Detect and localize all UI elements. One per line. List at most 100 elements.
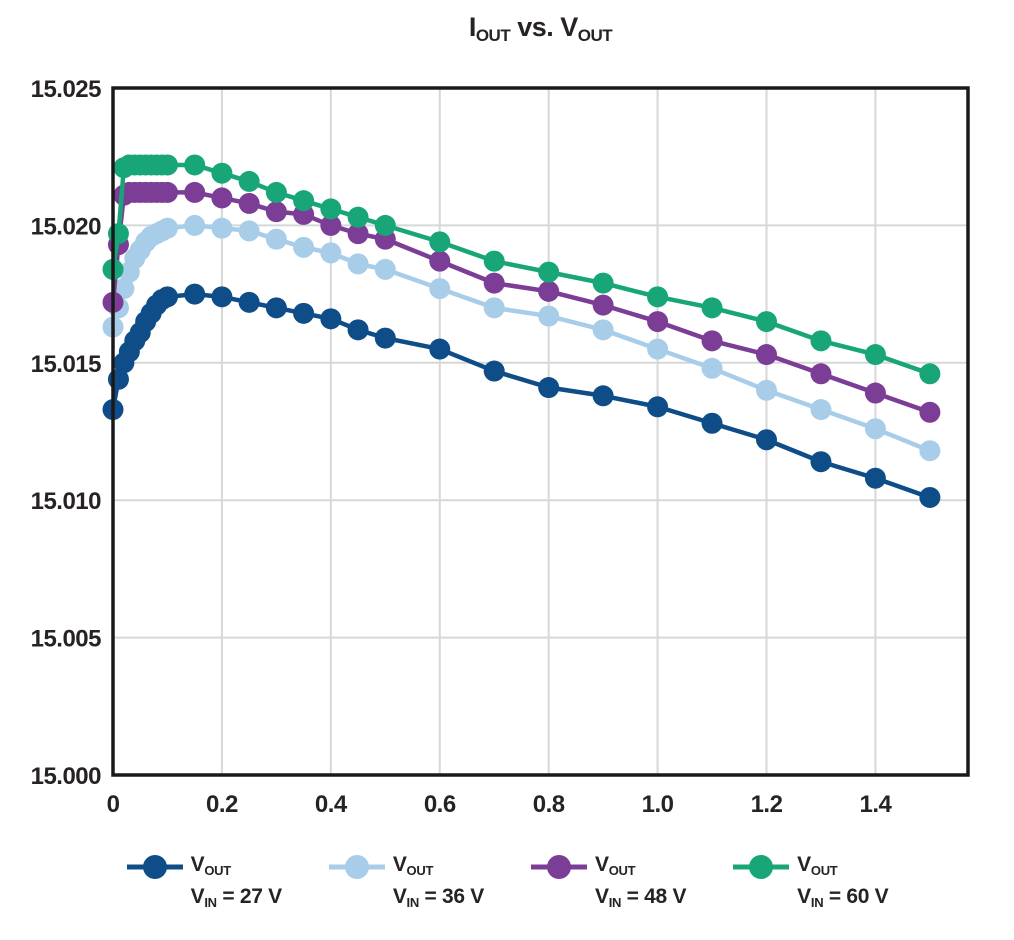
title-vs: vs.	[510, 12, 561, 42]
data-point-vin-48v	[701, 330, 723, 352]
data-point-vin-27v	[483, 360, 505, 382]
data-point-vin-27v	[347, 319, 369, 341]
data-point-vin-27v	[701, 412, 723, 434]
data-point-vin-60v	[320, 198, 342, 220]
chart-legend: VOUT VIN = 27 V VOUT VIN = 36 V VOUT VIN…	[0, 852, 1014, 916]
data-point-vin-48v	[184, 181, 206, 203]
data-point-vin-48v	[864, 382, 886, 404]
data-point-vin-27v	[538, 377, 560, 399]
y-tick-label: 15.000	[31, 763, 102, 790]
data-point-vin-27v	[864, 467, 886, 489]
legend-label-line2: VIN = 36 V	[392, 885, 484, 910]
data-point-vin-36v	[538, 305, 560, 327]
data-point-vin-60v	[211, 162, 233, 184]
title-i: I	[468, 12, 477, 42]
data-point-vin-60v	[864, 344, 886, 366]
y-tick-label: 15.005	[31, 626, 102, 653]
data-point-vin-60v	[919, 363, 941, 385]
legend-label: VOUT VIN = 27 V	[191, 852, 282, 916]
legend-marker-vin-36v-icon	[328, 855, 385, 879]
data-point-vin-60v	[756, 311, 778, 333]
legend-label-line2: VIN = 60 V	[797, 885, 889, 910]
data-point-vin-36v	[265, 228, 287, 250]
series-vin-60v	[102, 154, 941, 385]
data-point-vin-36v	[320, 242, 342, 264]
data-point-vin-36v	[919, 440, 941, 462]
data-point-vin-36v	[238, 220, 260, 242]
data-point-vin-60v	[265, 181, 287, 203]
data-point-vin-27v	[293, 302, 315, 324]
data-point-vin-27v	[238, 291, 260, 313]
y-tick-label: 15.010	[31, 488, 102, 515]
legend-label-line1: VOUT	[392, 853, 434, 878]
legend-marker-vin-60v-icon	[733, 855, 790, 879]
data-point-vin-36v	[756, 379, 778, 401]
legend-label-line2: VIN = 48 V	[595, 885, 687, 910]
data-point-vin-27v	[810, 451, 832, 473]
title-i-sub: OUT	[475, 26, 511, 45]
series-vin-48v	[102, 181, 941, 423]
data-point-vin-27v	[647, 396, 669, 418]
data-point-vin-60v	[293, 190, 315, 212]
data-point-vin-48v	[238, 192, 260, 214]
title-v: V	[560, 12, 578, 42]
x-tick-label: 1.0	[642, 791, 674, 818]
data-point-vin-48v	[265, 201, 287, 223]
legend-item-vin-36v: VOUT VIN = 36 V	[328, 852, 484, 916]
chart-title: IOUT vs. VOUT	[113, 12, 968, 46]
data-point-vin-27v	[756, 429, 778, 451]
legend-label-line2: VIN = 27 V	[190, 885, 282, 910]
x-tick-label: 0.2	[206, 791, 238, 818]
x-tick-label: 0.6	[424, 791, 456, 818]
data-point-vin-27v	[184, 283, 206, 305]
data-point-vin-36v	[211, 217, 233, 239]
data-point-vin-36v	[374, 258, 396, 280]
data-point-vin-36v	[701, 357, 723, 379]
legend-marker-vin-27v-icon	[126, 855, 183, 879]
data-point-vin-60v	[374, 214, 396, 236]
data-point-vin-27v	[265, 297, 287, 319]
x-tick-label: 0.8	[533, 791, 565, 818]
y-tick-label: 15.020	[31, 213, 102, 240]
x-tick-label: 1.2	[751, 791, 783, 818]
data-point-vin-60v	[538, 261, 560, 283]
series-vin-27v	[102, 283, 941, 508]
data-point-vin-48v	[156, 181, 178, 203]
data-point-vin-36v	[156, 217, 178, 239]
data-point-vin-36v	[429, 278, 451, 300]
title-v-sub: OUT	[577, 26, 613, 45]
data-point-vin-36v	[293, 236, 315, 258]
data-point-vin-48v	[756, 344, 778, 366]
data-point-vin-60v	[647, 286, 669, 308]
axis-tick-labels: 15.000 15.005 15.010 15.015 15.020 15.025 0 0.2…	[31, 76, 893, 818]
gridlines	[113, 88, 968, 775]
data-point-vin-36v	[647, 338, 669, 360]
data-point-vin-27v	[592, 385, 614, 407]
data-point-vin-36v	[483, 297, 505, 319]
data-point-vin-48v	[347, 223, 369, 245]
data-point-vin-60v	[156, 154, 178, 176]
data-point-vin-60v	[184, 154, 206, 176]
data-point-vin-48v	[429, 250, 451, 272]
legend-item-vin-60v: VOUT VIN = 60 V	[732, 852, 889, 916]
x-tick-label: 0	[107, 791, 120, 818]
legend-item-vin-48v: VOUT VIN = 48 V	[530, 852, 686, 916]
data-point-vin-48v	[810, 363, 832, 385]
data-point-vin-48v	[483, 272, 505, 294]
plot-border	[111, 86, 970, 777]
legend-item-vin-27v: VOUT VIN = 27 V	[126, 852, 282, 916]
data-point-vin-36v	[184, 214, 206, 236]
data-point-vin-60v	[347, 206, 369, 228]
x-tick-label: 0.4	[315, 791, 348, 818]
data-point-vin-27v	[320, 308, 342, 330]
data-point-vin-48v	[211, 187, 233, 209]
data-point-vin-60v	[483, 250, 505, 272]
data-point-vin-27v	[211, 286, 233, 308]
legend-label: VOUT VIN = 48 V	[595, 852, 686, 916]
data-point-vin-60v	[238, 170, 260, 192]
data-point-vin-60v	[429, 231, 451, 253]
x-tick-label: 1.4	[859, 791, 892, 818]
legend-label: VOUT VIN = 60 V	[797, 852, 888, 916]
y-tick-label: 15.015	[31, 351, 102, 378]
